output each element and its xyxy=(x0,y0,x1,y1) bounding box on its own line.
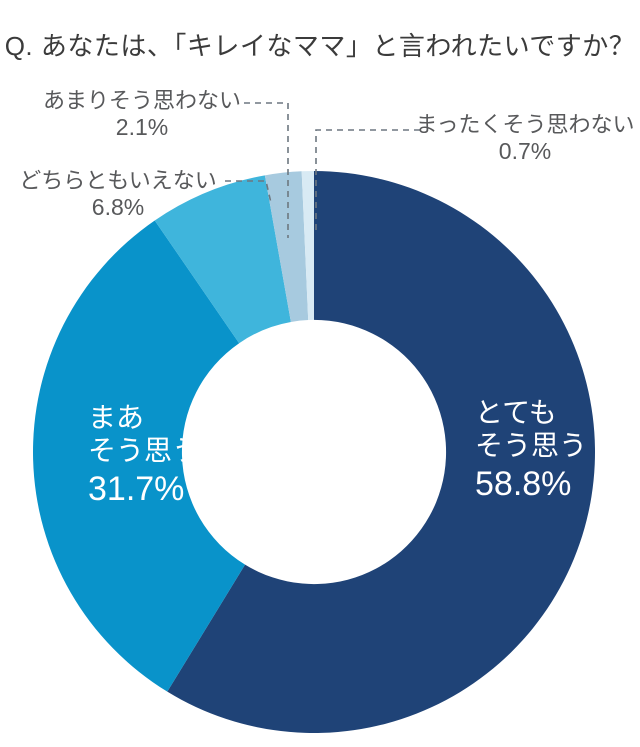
donut-segment-1 xyxy=(33,220,246,692)
inside-label-totemo: とても そう思う 58.8% xyxy=(475,396,587,506)
leader-line-dochiratomo-ienai xyxy=(225,180,272,204)
donut-segment-4 xyxy=(301,170,314,321)
inside-label-maa-value: 31.7% xyxy=(88,470,185,508)
callout-dochira-label: どちらともいえない xyxy=(19,168,217,193)
chart-title: Q. あなたは、「キレイなママ」と言われたいですか？ xyxy=(4,31,636,61)
callout-mattaku-label: まったくそう思わない xyxy=(415,112,635,137)
callout-amari-value: 2.1% xyxy=(115,114,169,140)
donut-segment-2 xyxy=(154,175,291,344)
callout-dochiratomo-ienai: どちらともいえない 6.8% xyxy=(13,168,223,220)
leader-line-mattaku-soumowanai xyxy=(315,129,420,233)
callout-amari-soumowanai: あまりそう思わない 2.1% xyxy=(37,88,247,140)
callout-amari-label: あまりそう思わない xyxy=(42,88,241,113)
inside-label-totemo-value: 58.8% xyxy=(475,465,572,503)
donut-segment-0 xyxy=(167,171,596,733)
donut-segment-3 xyxy=(264,171,309,322)
inside-label-totemo-line2: そう思う xyxy=(475,430,588,461)
callout-dochira-value: 6.8% xyxy=(91,194,145,220)
leader-line-amari-soumowanai xyxy=(244,102,289,238)
inside-label-totemo-line1: とても xyxy=(475,397,557,428)
inside-label-maa-line1: まあ xyxy=(88,402,145,433)
donut-segments-group xyxy=(33,170,596,733)
callout-mattaku-soumowanai: まったくそう思わない 0.7% xyxy=(414,112,636,164)
inside-label-maa: まあ そう思う 31.7% xyxy=(88,401,200,511)
inside-label-maa-line2: そう思う xyxy=(88,435,201,466)
callout-mattaku-value: 0.7% xyxy=(498,138,552,164)
